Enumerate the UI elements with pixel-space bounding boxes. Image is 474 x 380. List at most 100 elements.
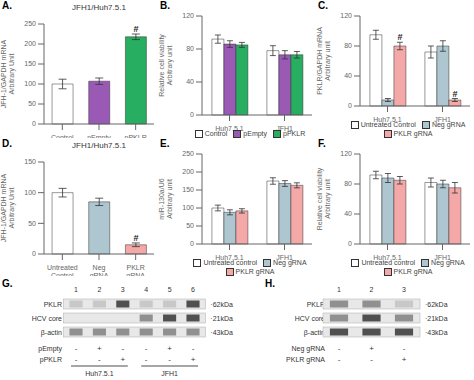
svg-text:#: # bbox=[397, 32, 402, 42]
svg-text:-: - bbox=[75, 344, 78, 353]
svg-text:Huh7.5.1: Huh7.5.1 bbox=[373, 254, 402, 261]
svg-text:PKLR gRNA: PKLR gRNA bbox=[286, 356, 325, 364]
svg-text:·21kDa: ·21kDa bbox=[425, 315, 448, 322]
svg-text:0: 0 bbox=[32, 120, 36, 127]
svg-text:50: 50 bbox=[28, 220, 36, 227]
svg-text:0: 0 bbox=[32, 250, 36, 257]
svg-text:2: 2 bbox=[97, 286, 101, 293]
svg-text:HCV core: HCV core bbox=[295, 315, 325, 322]
svg-text:JFH-1/GAPDH mRNAArbitrary Unit: JFH-1/GAPDH mRNAArbitrary Unit bbox=[8, 173, 16, 242]
svg-text:120: 120 bbox=[340, 12, 352, 19]
svg-text:Huh7.5.1: Huh7.5.1 bbox=[215, 254, 244, 261]
svg-text:5: 5 bbox=[168, 286, 172, 293]
svg-text:Relative cell viabilityArbitra: Relative cell viabilityArbitrary unit bbox=[316, 167, 332, 230]
svg-text:40: 40 bbox=[344, 210, 352, 217]
svg-text:100: 100 bbox=[182, 204, 194, 211]
svg-text:-: - bbox=[403, 344, 406, 353]
svg-text:200: 200 bbox=[182, 168, 194, 175]
svg-text:-: - bbox=[168, 355, 171, 364]
svg-text:JFH1: JFH1 bbox=[434, 254, 451, 261]
svg-text:+: + bbox=[191, 355, 196, 364]
svg-text:100: 100 bbox=[24, 80, 36, 87]
svg-text:50: 50 bbox=[186, 222, 194, 229]
svg-text:+: + bbox=[120, 355, 125, 364]
svg-text:3: 3 bbox=[121, 286, 125, 293]
svg-text:40: 40 bbox=[186, 78, 194, 85]
svg-text:-: - bbox=[75, 355, 78, 364]
svg-text:Relative cell viabilityArbitra: Relative cell viabilityArbitrary unit bbox=[158, 34, 174, 97]
svg-text:150: 150 bbox=[24, 158, 36, 165]
svg-text:+: + bbox=[97, 344, 102, 353]
svg-text:100: 100 bbox=[24, 189, 36, 196]
svg-text:-: - bbox=[370, 355, 373, 364]
svg-text:Huh7.5.1: Huh7.5.1 bbox=[85, 370, 114, 377]
svg-text:Control: Control bbox=[51, 134, 74, 138]
svg-text:β-actin: β-actin bbox=[41, 329, 62, 337]
svg-text:-: - bbox=[121, 344, 124, 353]
svg-text:JFH-1/GAPDH mRNAArbitrary Unit: JFH-1/GAPDH mRNAArbitrary Unit bbox=[8, 39, 16, 108]
svg-text:0: 0 bbox=[190, 240, 194, 247]
svg-text:JFH1: JFH1 bbox=[161, 370, 178, 377]
svg-text:0: 0 bbox=[348, 240, 352, 247]
svg-text:+: + bbox=[167, 344, 172, 353]
svg-text:UntreatedControl: UntreatedControl bbox=[47, 264, 78, 276]
svg-text:PKLR: PKLR bbox=[44, 301, 62, 308]
svg-text:Neg gRNA: Neg gRNA bbox=[292, 345, 326, 353]
svg-text:4: 4 bbox=[144, 286, 148, 293]
svg-text:H.: H. bbox=[265, 278, 275, 289]
html-text:A.: A. bbox=[2, 0, 12, 11]
svg-text:NeggRNA: NeggRNA bbox=[90, 264, 109, 276]
svg-text:Huh7.5.1: Huh7.5.1 bbox=[215, 125, 244, 132]
svg-text:#: # bbox=[452, 89, 457, 99]
svg-text:250: 250 bbox=[182, 150, 194, 157]
svg-text:pEmpty: pEmpty bbox=[38, 345, 62, 353]
svg-text:-: - bbox=[145, 355, 148, 364]
svg-text:250: 250 bbox=[24, 20, 36, 27]
svg-text:β-actin: β-actin bbox=[304, 329, 325, 337]
svg-text:-: - bbox=[338, 355, 341, 364]
svg-text:120: 120 bbox=[340, 150, 352, 157]
svg-text:-: - bbox=[338, 344, 341, 353]
svg-text:G.: G. bbox=[8, 278, 13, 289]
svg-text:+: + bbox=[369, 344, 374, 353]
svg-text:·62kDa: ·62kDa bbox=[425, 301, 448, 308]
svg-text:Huh7.5.1: Huh7.5.1 bbox=[373, 116, 402, 123]
svg-text:200: 200 bbox=[24, 40, 36, 47]
svg-text:1: 1 bbox=[337, 286, 341, 293]
svg-text:80: 80 bbox=[344, 42, 352, 49]
svg-text:JFH1: JFH1 bbox=[434, 116, 451, 123]
svg-text:40: 40 bbox=[344, 72, 352, 79]
svg-text:pPKLR: pPKLR bbox=[40, 356, 62, 364]
svg-text:-: - bbox=[145, 344, 148, 353]
svg-text:-: - bbox=[192, 344, 195, 353]
svg-text:pEmpty: pEmpty bbox=[87, 134, 111, 138]
svg-text:PKLR: PKLR bbox=[307, 301, 325, 308]
svg-text:JFH1: JFH1 bbox=[276, 125, 293, 132]
svg-text:0: 0 bbox=[190, 111, 194, 118]
svg-text:#: # bbox=[133, 233, 138, 243]
svg-text:1: 1 bbox=[74, 286, 78, 293]
svg-text:·43kDa: ·43kDa bbox=[210, 329, 233, 336]
svg-text:150: 150 bbox=[24, 60, 36, 67]
svg-text:6: 6 bbox=[191, 286, 195, 293]
svg-text:pPKLR: pPKLR bbox=[125, 134, 147, 138]
svg-text:·21kDa: ·21kDa bbox=[210, 315, 233, 322]
svg-text:80: 80 bbox=[186, 45, 194, 52]
svg-text:PKLRgRNA: PKLRgRNA bbox=[126, 264, 145, 276]
svg-text:·62kDa: ·62kDa bbox=[210, 301, 233, 308]
svg-text:#: # bbox=[133, 24, 138, 34]
svg-text:PKLR/GAPDH mRNAArbitrary unit: PKLR/GAPDH mRNAArbitrary unit bbox=[316, 27, 332, 95]
svg-text:HCV core: HCV core bbox=[32, 315, 62, 322]
svg-text:·43kDa: ·43kDa bbox=[425, 329, 448, 336]
svg-text:2: 2 bbox=[370, 286, 374, 293]
svg-text:150: 150 bbox=[182, 186, 194, 193]
svg-text:JFH1: JFH1 bbox=[276, 254, 293, 261]
svg-text:120: 120 bbox=[182, 12, 194, 19]
svg-text:miR-130a/U6Arbitrary unit: miR-130a/U6Arbitrary unit bbox=[158, 178, 174, 219]
svg-text:-: - bbox=[98, 355, 101, 364]
svg-text:50: 50 bbox=[28, 100, 36, 107]
svg-text:0: 0 bbox=[348, 102, 352, 109]
svg-text:80: 80 bbox=[344, 180, 352, 187]
svg-text:+: + bbox=[402, 355, 407, 364]
svg-text:3: 3 bbox=[402, 286, 406, 293]
